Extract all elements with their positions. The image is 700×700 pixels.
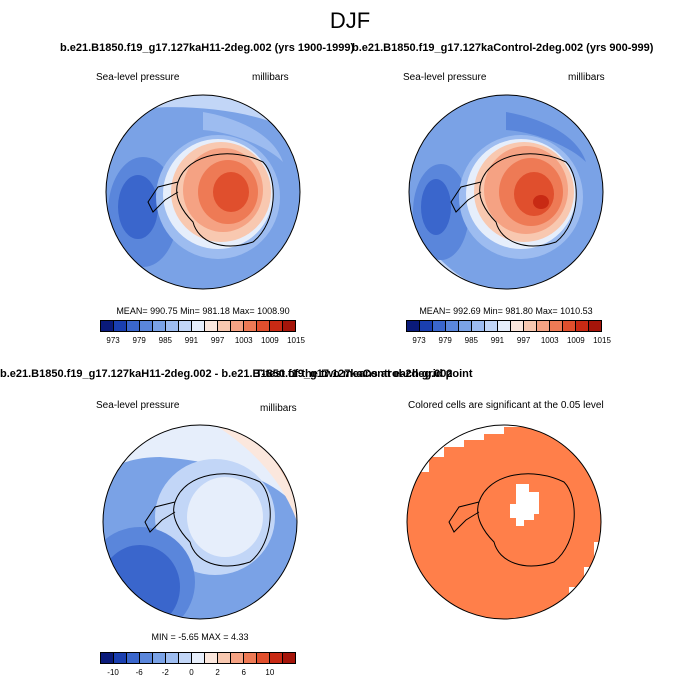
panel-bl-units-label: millibars	[260, 403, 297, 414]
colorbar-cell	[485, 321, 498, 331]
colorbar-tick-label: 997	[516, 336, 531, 345]
figure-title: DJF	[329, 8, 371, 33]
panel-tl-header: b.e21.B1850.f19_g17.127kaH11-2deg.002 (y…	[60, 42, 355, 54]
colorbar-tick-label: -2	[161, 668, 169, 677]
panel-tr-stats: MEAN= 992.69 Min= 981.80 Max= 1010.53	[419, 306, 593, 316]
colorbar-tick-label: 973	[412, 336, 426, 345]
colorbar-tick-label: 979	[132, 336, 146, 345]
panel-bl-header: b.e21.B1850.f19_g17.127kaH11-2deg.002 - …	[0, 368, 453, 380]
colorbar-cell	[101, 321, 114, 331]
panel-br-label: Colored cells are significant at the 0.0…	[408, 400, 604, 411]
colorbar-tick-label: 1015	[593, 336, 611, 345]
colorbar-cell	[446, 321, 459, 331]
colorbar-tick-label: -6	[135, 668, 143, 677]
colorbar-cell	[420, 321, 433, 331]
panel-tl-variable-label: Sea-level pressure	[96, 72, 180, 83]
colorbar-tick-label: 973	[106, 336, 120, 345]
colorbar-cell	[433, 321, 446, 331]
colorbar-cell	[114, 321, 127, 331]
colorbar-cell	[563, 321, 576, 331]
colorbar-cell	[270, 321, 283, 331]
colorbar-tick-label: 997	[210, 336, 225, 345]
colorbar-cell	[472, 321, 485, 331]
colorbar-tick-label: 0	[189, 668, 194, 677]
colorbar-cell	[140, 653, 153, 663]
colorbar-cell	[179, 321, 192, 331]
colorbar-cell	[576, 321, 589, 331]
panel-bl-colorbar	[100, 652, 296, 664]
colorbar-cell	[459, 321, 472, 331]
panel-tr-polar-map	[408, 94, 604, 290]
panel-tl-units-label: millibars	[252, 72, 289, 83]
colorbar-cell	[101, 653, 114, 663]
colorbar-tick-label: 1003	[540, 336, 559, 345]
colorbar-cell	[218, 321, 231, 331]
colorbar-cell	[231, 321, 244, 331]
colorbar-tick-label: 1015	[287, 336, 305, 345]
colorbar-cell	[283, 653, 295, 663]
colorbar-cell	[537, 321, 550, 331]
panel-br-polar-map	[406, 424, 602, 620]
colorbar-tick-label: 991	[490, 336, 505, 345]
panel-br-header: T-test of the two means at each grid poi…	[255, 368, 473, 380]
colorbar-cell	[127, 653, 140, 663]
colorbar-cell	[244, 321, 257, 331]
bottom-row-headers: b.e21.B1850.f19_g17.127kaH11-2deg.002 - …	[0, 368, 700, 380]
colorbar-cell	[153, 653, 166, 663]
colorbar-cell	[192, 653, 205, 663]
panel-tr-colorbar	[406, 320, 602, 332]
panel-tr-variable-label: Sea-level pressure	[403, 72, 487, 83]
colorbar-tick-label: 985	[158, 336, 173, 345]
panel-tr-units-label: millibars	[568, 72, 605, 83]
panel-bl-stats: MIN = -5.65 MAX = 4.33	[151, 632, 249, 642]
colorbar-tick-label: 985	[464, 336, 479, 345]
colorbar-cell	[166, 653, 179, 663]
colorbar-cell	[166, 321, 179, 331]
panel-tl-colorbar	[100, 320, 296, 332]
colorbar-cell	[511, 321, 524, 331]
colorbar-cell	[257, 321, 270, 331]
colorbar-cell	[244, 653, 257, 663]
panel-tl-polar-map	[105, 94, 301, 290]
colorbar-cell	[114, 653, 127, 663]
colorbar-cell	[179, 653, 192, 663]
colorbar-cell	[257, 653, 270, 663]
colorbar-cell	[192, 321, 205, 331]
colorbar-cell	[283, 321, 295, 331]
colorbar-cell	[205, 321, 218, 331]
colorbar-cell	[205, 653, 218, 663]
colorbar-cell	[218, 653, 231, 663]
colorbar-cell	[550, 321, 563, 331]
colorbar-cell	[153, 321, 166, 331]
colorbar-cell	[270, 653, 283, 663]
colorbar-tick-label: 1009	[566, 336, 585, 345]
colorbar-tick-label: 2	[215, 668, 220, 677]
colorbar-tick-label: 1003	[234, 336, 253, 345]
colorbar-tick-label: -10	[107, 668, 119, 677]
colorbar-tick-label: 991	[184, 336, 199, 345]
colorbar-cell	[140, 321, 153, 331]
colorbar-tick-label: 10	[265, 668, 275, 677]
colorbar-tick-label: 6	[241, 668, 246, 677]
panel-br-significant-area	[407, 425, 601, 619]
colorbar-tick-label: 1009	[260, 336, 279, 345]
panel-tr-header: b.e21.B1850.f19_g17.127kaControl-2deg.00…	[352, 42, 654, 54]
colorbar-cell	[589, 321, 601, 331]
colorbar-tick-label: 979	[438, 336, 452, 345]
panel-tl-stats: MEAN= 990.75 Min= 981.18 Max= 1008.90	[116, 306, 290, 316]
colorbar-cell	[127, 321, 140, 331]
colorbar-cell	[407, 321, 420, 331]
colorbar-cell	[231, 653, 244, 663]
colorbar-cell	[524, 321, 537, 331]
colorbar-cell	[498, 321, 511, 331]
panel-bl-variable-label: Sea-level pressure	[96, 400, 180, 411]
panel-bl-polar-map	[102, 424, 298, 620]
